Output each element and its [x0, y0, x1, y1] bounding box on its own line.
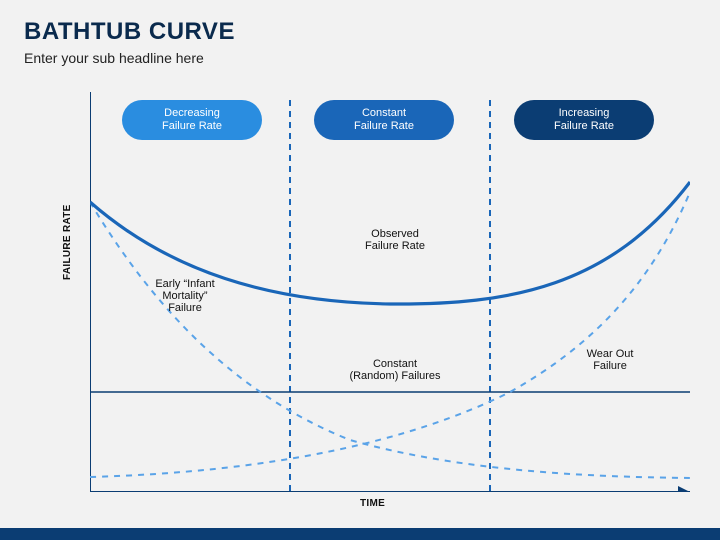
annotation-constant: Constant (Random) Failures: [335, 358, 455, 382]
annotation-infant: Early “Infant Mortality” Failure: [140, 278, 230, 314]
pill-constant: Constant Failure Rate: [314, 100, 454, 140]
footer-bar: [0, 528, 720, 540]
annotation-wearout: Wear Out Failure: [570, 348, 650, 372]
page-title: BATHTUB CURVE: [24, 18, 235, 46]
annotation-line: Failure: [570, 360, 650, 372]
annotation-line: Observed: [350, 228, 440, 240]
annotation-line: Wear Out: [570, 348, 650, 360]
slide: BATHTUB CURVE Enter your sub headline he…: [0, 0, 720, 540]
pill-increasing: Increasing Failure Rate: [514, 100, 654, 140]
annotation-line: Constant: [335, 358, 455, 370]
annotation-line: Early “Infant: [140, 278, 230, 290]
annotation-line: Mortality”: [140, 290, 230, 302]
annotation-line: Failure: [140, 302, 230, 314]
pill-line1: Constant: [324, 107, 444, 120]
pill-line2: Failure Rate: [132, 120, 252, 133]
annotation-line: Failure Rate: [350, 240, 440, 252]
page-subtitle: Enter your sub headline here: [24, 50, 204, 66]
pill-line2: Failure Rate: [524, 120, 644, 133]
y-axis-label: FAILURE RATE: [62, 204, 73, 280]
pill-line1: Decreasing: [132, 107, 252, 120]
pill-line1: Increasing: [524, 107, 644, 120]
pill-line2: Failure Rate: [324, 120, 444, 133]
pill-decreasing: Decreasing Failure Rate: [122, 100, 262, 140]
annotation-line: (Random) Failures: [335, 370, 455, 382]
annotation-observed: Observed Failure Rate: [350, 228, 440, 252]
x-axis-label: TIME: [360, 498, 385, 509]
